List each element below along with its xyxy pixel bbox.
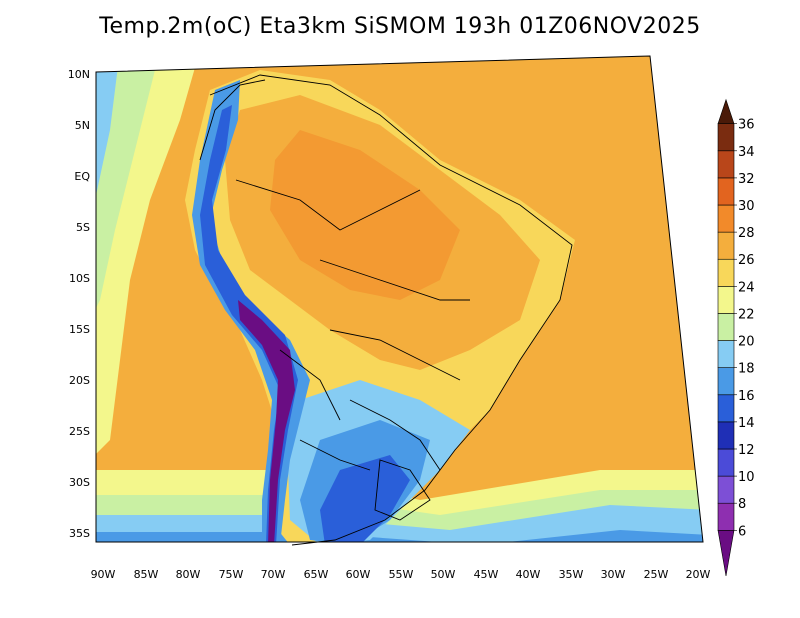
colorbar-label: 6 <box>738 524 746 539</box>
lat-label: 35S <box>69 527 90 540</box>
lon-label: 85W <box>134 568 159 581</box>
colorbar-swatch <box>717 502 735 531</box>
country-borders <box>199 74 573 546</box>
colorbar-label: 14 <box>738 416 755 431</box>
lon-label: 45W <box>474 568 499 581</box>
lon-label: 90W <box>91 568 116 581</box>
colorbar-label: 24 <box>738 280 755 295</box>
colorbar: 6 8 10 12 14 16 18 20 22 24 26 28 30 32 34 36 <box>717 98 755 577</box>
colorbar-swatch <box>717 204 735 233</box>
lon-label: 80W <box>176 568 201 581</box>
colorbar-swatch <box>717 475 735 504</box>
colorbar-swatch <box>717 448 735 477</box>
colorbar-label: 12 <box>738 443 755 458</box>
map-title: Temp.2m(oC) Eta3km SiSMOM 193h 01Z06NOV2… <box>99 14 701 39</box>
latitude-labels: 10N 5N EQ 5S 10S 15S 20S 25S 30S 35S <box>68 68 91 540</box>
colorbar-cap-low <box>717 530 735 577</box>
lat-label: 25S <box>69 425 90 438</box>
lon-label: 50W <box>431 568 456 581</box>
lat-label: 5N <box>75 119 90 132</box>
lat-label: 10S <box>69 272 90 285</box>
colorbar-swatch <box>717 394 735 423</box>
colorbar-swatch <box>717 286 735 314</box>
lon-label: 35W <box>559 568 584 581</box>
colorbar-label: 10 <box>738 470 755 485</box>
lon-label: 20W <box>686 568 711 581</box>
lon-label: 75W <box>219 568 244 581</box>
lat-label: 5S <box>76 221 90 234</box>
lat-label: 15S <box>69 323 90 336</box>
lat-label: 30S <box>69 476 90 489</box>
axis-ticks <box>95 72 703 543</box>
lat-label: EQ <box>74 170 90 183</box>
colorbar-label: 36 <box>738 118 755 133</box>
colorbar-swatch <box>717 177 735 206</box>
lon-label: 60W <box>346 568 371 581</box>
colorbar-swatch <box>717 340 735 368</box>
colorbar-label: 26 <box>738 253 755 268</box>
colorbar-label: 22 <box>738 307 755 322</box>
colorbar-swatch <box>717 150 735 179</box>
colorbar-swatch <box>717 258 735 287</box>
lon-label: 55W <box>389 568 414 581</box>
colorbar-label: 16 <box>738 389 755 404</box>
colorbar-swatch <box>717 313 735 341</box>
colorbar-label: 18 <box>738 362 755 377</box>
longitude-labels: 90W 85W 80W 75W 70W 65W 60W 55W 50W 45W … <box>91 568 711 581</box>
colorbar-label: 8 <box>738 497 746 512</box>
colorbar-label: 30 <box>738 199 755 214</box>
lat-label: 10N <box>68 68 90 81</box>
lon-label: 40W <box>516 568 541 581</box>
colorbar-swatch <box>717 421 735 450</box>
colorbar-cap-high <box>717 98 735 124</box>
lon-label: 25W <box>644 568 669 581</box>
colorbar-swatch <box>717 231 735 260</box>
lon-label: 70W <box>261 568 286 581</box>
colorbar-label: 28 <box>738 226 755 241</box>
colorbar-label: 34 <box>738 145 755 160</box>
colorbar-label: 32 <box>738 172 755 187</box>
lon-label: 65W <box>304 568 329 581</box>
lon-label: 30W <box>601 568 626 581</box>
lat-label: 20S <box>69 374 90 387</box>
colorbar-swatch <box>717 367 735 396</box>
colorbar-label: 20 <box>738 335 755 350</box>
temperature-field <box>96 56 703 542</box>
colorbar-swatch <box>717 123 735 152</box>
